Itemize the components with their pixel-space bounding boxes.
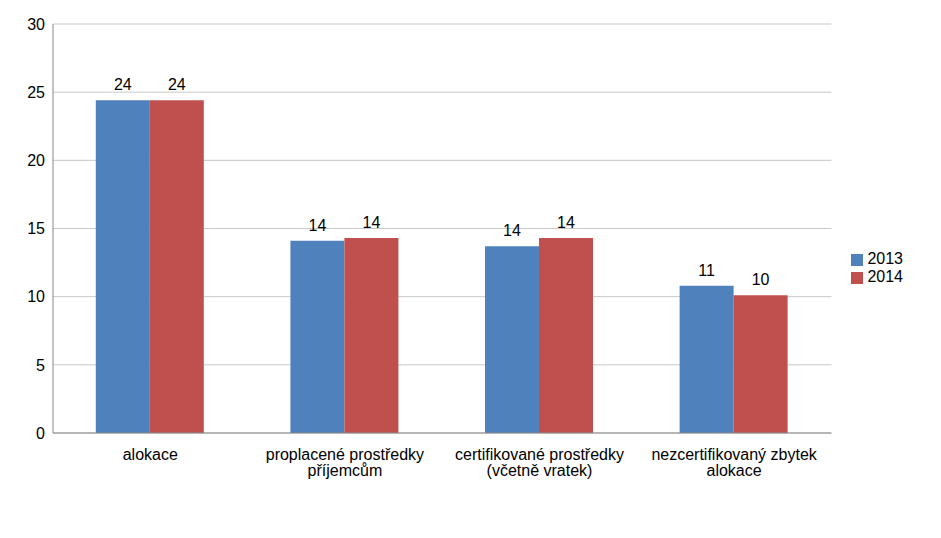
svg-text:14: 14 <box>309 217 327 234</box>
svg-text:5: 5 <box>36 357 45 374</box>
svg-text:14: 14 <box>503 222 521 239</box>
html-text:2013: 2013 <box>867 250 903 267</box>
svg-text:15: 15 <box>27 220 45 237</box>
svg-text:proplacené prostředkypříjemcům: proplacené prostředkypříjemcům <box>266 446 424 479</box>
svg-text:24: 24 <box>114 76 132 93</box>
svg-text:0: 0 <box>36 425 45 442</box>
svg-text:20: 20 <box>27 152 45 169</box>
svg-text:14: 14 <box>363 214 381 231</box>
svg-text:nezcertifikovaný zbytekalokace: nezcertifikovaný zbytekalokace <box>651 446 817 479</box>
svg-text:alokace: alokace <box>123 446 178 463</box>
svg-text:25: 25 <box>27 84 45 101</box>
svg-text:14: 14 <box>557 214 575 231</box>
svg-text:10: 10 <box>752 271 770 288</box>
html-text:2014: 2014 <box>867 268 903 285</box>
svg-text:30: 30 <box>27 16 45 33</box>
svg-text:10: 10 <box>27 288 45 305</box>
svg-text:certifikované prostředky(včetn: certifikované prostředky(včetně vratek) <box>455 446 624 479</box>
svg-text:11: 11 <box>698 262 715 279</box>
svg-text:24: 24 <box>168 76 186 93</box>
